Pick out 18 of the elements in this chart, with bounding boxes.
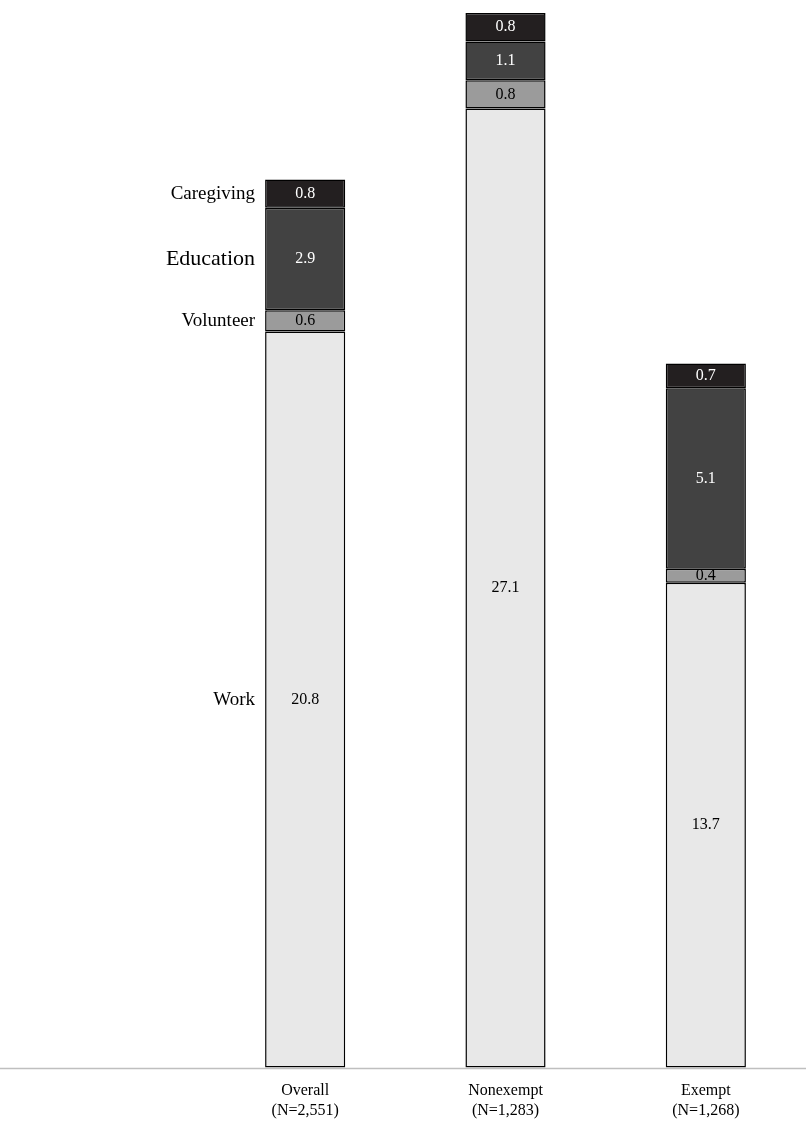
data-label: 0.8: [495, 84, 516, 102]
data-label: 0.8: [295, 183, 316, 201]
series-label: Work: [213, 687, 256, 709]
data-label: 13.7: [691, 815, 720, 833]
series-label: Education: [165, 244, 256, 270]
series-label: Caregiving: [170, 181, 256, 203]
data-label: 0.8: [495, 17, 516, 35]
data-label: 0.6: [295, 311, 316, 329]
data-label: 5.1: [695, 468, 716, 486]
data-label: 20.8: [291, 689, 320, 707]
data-label: 1.1: [495, 51, 516, 69]
data-label: 2.9: [295, 249, 316, 267]
x-tick-label: Exempt (N=1,268): [672, 1081, 740, 1119]
series-label: Volunteer: [181, 308, 256, 330]
x-tick-label: Nonexempt (N=1,283): [468, 1081, 544, 1119]
x-tick-label: Overall (N=2,551): [271, 1081, 339, 1119]
data-label: 0.7: [695, 365, 716, 383]
data-label: 27.1: [491, 578, 520, 596]
